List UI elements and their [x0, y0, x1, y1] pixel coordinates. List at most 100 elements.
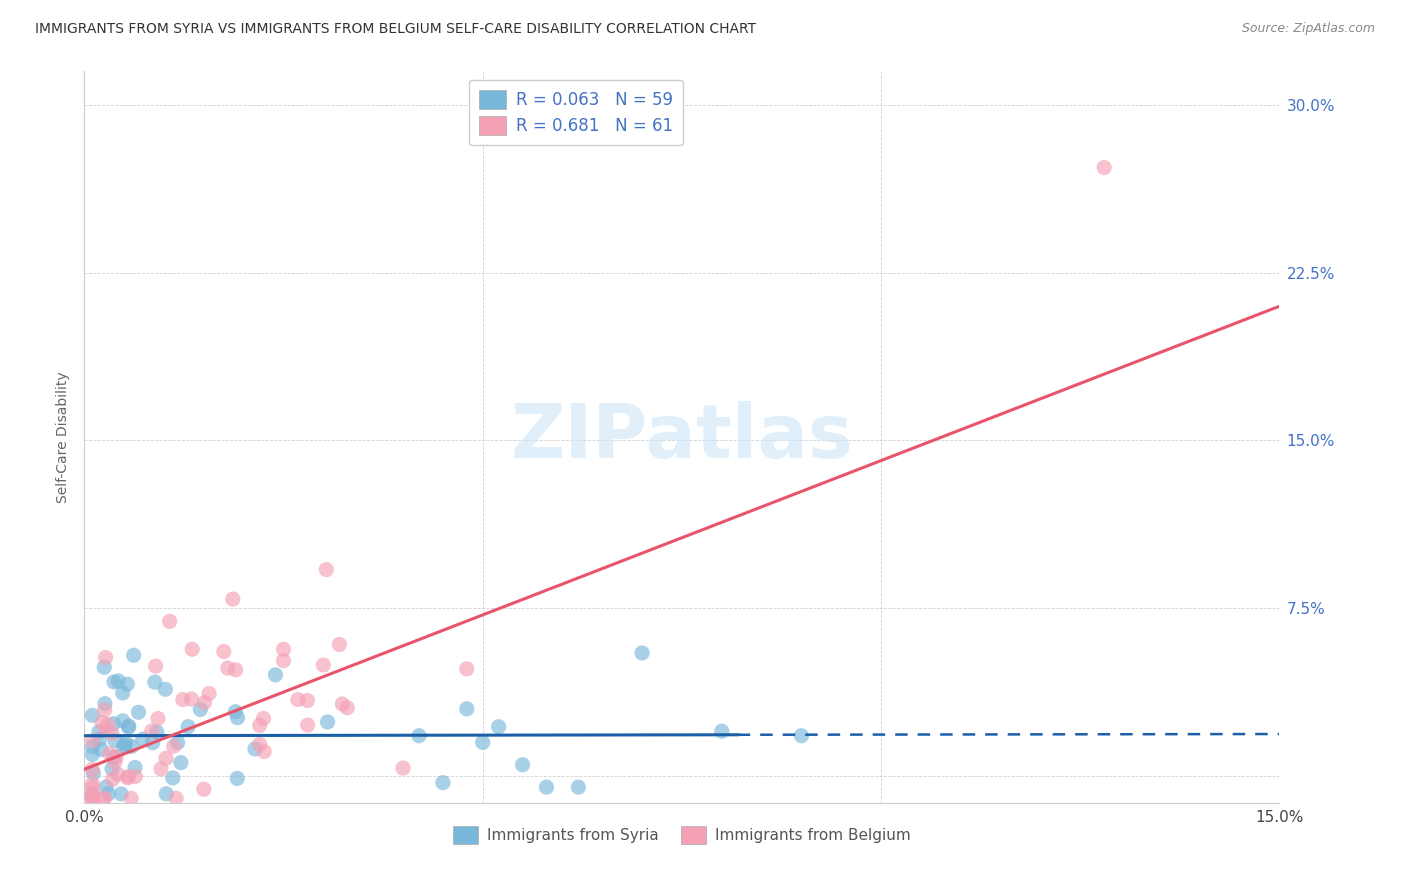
Y-axis label: Self-Care Disability: Self-Care Disability — [56, 371, 70, 503]
Point — [146, 712, 169, 726]
Point — [456, 662, 478, 676]
Point — [336, 700, 359, 714]
Point — [82, 788, 104, 802]
Point — [82, 763, 104, 777]
Point — [82, 787, 104, 801]
Point — [107, 767, 129, 781]
Point — [103, 674, 125, 689]
Point — [93, 660, 115, 674]
Point — [312, 658, 335, 673]
Point — [297, 718, 319, 732]
Point — [93, 791, 115, 805]
Point — [82, 766, 104, 780]
Point — [287, 692, 309, 706]
Point — [170, 756, 193, 770]
Point — [155, 751, 177, 765]
Point — [124, 769, 146, 783]
Point — [120, 791, 142, 805]
Point — [101, 772, 124, 787]
Point — [212, 644, 235, 658]
Point — [143, 675, 166, 690]
Point — [180, 692, 202, 706]
Point — [117, 720, 139, 734]
Point — [488, 720, 510, 734]
Point — [181, 642, 204, 657]
Point — [225, 663, 247, 677]
Point — [316, 714, 339, 729]
Point — [155, 682, 177, 697]
Point — [198, 686, 221, 700]
Point — [91, 715, 114, 730]
Point — [471, 735, 494, 749]
Point — [107, 673, 129, 688]
Point — [82, 747, 104, 762]
Point — [145, 659, 167, 673]
Point — [163, 739, 186, 754]
Point — [273, 642, 295, 657]
Point — [103, 716, 125, 731]
Point — [252, 711, 274, 725]
Point — [104, 733, 127, 747]
Point — [82, 791, 104, 805]
Point — [124, 760, 146, 774]
Point — [567, 780, 589, 794]
Point — [408, 729, 430, 743]
Text: Source: ZipAtlas.com: Source: ZipAtlas.com — [1241, 22, 1375, 36]
Point — [297, 693, 319, 707]
Point — [110, 787, 132, 801]
Point — [790, 729, 813, 743]
Point — [253, 744, 276, 758]
Point — [103, 749, 125, 764]
Point — [512, 757, 534, 772]
Point — [222, 592, 245, 607]
Point — [432, 775, 454, 789]
Point — [226, 772, 249, 786]
Point — [217, 661, 239, 675]
Point — [264, 668, 287, 682]
Point — [114, 739, 136, 753]
Point — [112, 739, 135, 754]
Point — [101, 726, 124, 740]
Point — [90, 742, 112, 756]
Point — [89, 732, 111, 747]
Point — [1092, 161, 1115, 175]
Point — [121, 739, 143, 754]
Point — [159, 615, 181, 629]
Point — [122, 648, 145, 663]
Point — [193, 696, 215, 710]
Point — [166, 736, 188, 750]
Point — [97, 787, 120, 801]
Point — [193, 782, 215, 797]
Text: IMMIGRANTS FROM SYRIA VS IMMIGRANTS FROM BELGIUM SELF-CARE DISABILITY CORRELATIO: IMMIGRANTS FROM SYRIA VS IMMIGRANTS FROM… — [35, 22, 756, 37]
Point — [315, 563, 337, 577]
Point — [149, 762, 172, 776]
Point — [111, 714, 134, 728]
Point — [93, 791, 115, 805]
Point — [155, 787, 177, 801]
Point — [82, 733, 104, 747]
Point — [224, 705, 246, 719]
Point — [710, 724, 733, 739]
Point — [328, 637, 350, 651]
Point — [94, 780, 117, 794]
Point — [226, 711, 249, 725]
Point — [94, 723, 117, 738]
Point — [128, 706, 150, 720]
Point — [93, 703, 115, 717]
Point — [82, 708, 104, 723]
Point — [177, 720, 200, 734]
Point — [104, 755, 127, 769]
Point — [456, 702, 478, 716]
Point — [117, 770, 139, 784]
Point — [146, 725, 169, 739]
Point — [101, 762, 124, 776]
Point — [82, 739, 104, 754]
Point — [105, 750, 128, 764]
Point — [117, 771, 139, 785]
Point — [132, 732, 155, 747]
Point — [111, 686, 134, 700]
Point — [82, 789, 104, 803]
Point — [82, 791, 104, 805]
Point — [249, 718, 271, 732]
Point — [114, 736, 136, 750]
